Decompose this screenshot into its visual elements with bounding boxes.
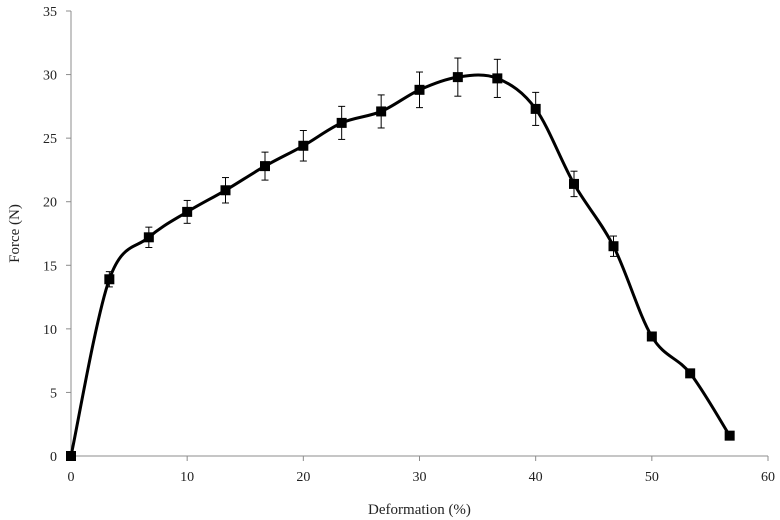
data-point-marker [530, 103, 541, 114]
data-point-marker [143, 232, 154, 243]
data-point-marker [298, 140, 309, 151]
data-point-marker [452, 72, 463, 83]
data-point-marker [414, 84, 425, 95]
y-tick-label: 25 [43, 132, 57, 147]
x-tick-label: 20 [296, 470, 310, 485]
y-tick-label: 35 [43, 5, 57, 20]
error-bars [105, 57, 656, 341]
data-point-marker [259, 161, 270, 172]
y-tick-label: 15 [43, 259, 57, 274]
x-tick-label: 30 [413, 470, 427, 485]
x-tick-label: 50 [645, 470, 659, 485]
data-point-marker [182, 206, 193, 217]
data-point-marker [608, 241, 619, 252]
data-point-marker [724, 430, 735, 441]
data-point-marker [376, 106, 387, 117]
series-line-path [69, 73, 731, 457]
y-tick-label: 20 [43, 196, 57, 211]
data-point-marker [66, 451, 76, 461]
data-point-marker [336, 117, 347, 128]
x-tick-label: 60 [761, 470, 775, 485]
data-point-marker [685, 368, 696, 379]
x-axis-title: Deformation (%) [368, 502, 471, 518]
x-tick-label: 10 [180, 470, 194, 485]
y-tick-label: 0 [50, 450, 57, 465]
x-tick-label: 0 [68, 470, 75, 485]
y-tick-label: 30 [43, 69, 57, 84]
data-point-marker [492, 73, 503, 84]
x-tick-label: 40 [529, 470, 543, 485]
y-axis-title: Force (N) [7, 204, 23, 263]
data-point-marker [569, 178, 580, 189]
data-point-marker [646, 331, 657, 342]
data-point-marker [220, 185, 231, 196]
tick-marks [66, 10, 769, 461]
y-tick-label: 5 [50, 386, 57, 401]
series-line [69, 73, 731, 457]
y-tick-label: 10 [43, 323, 57, 338]
data-markers [66, 72, 735, 461]
tick-labels: 0 5 10 15 20 25 30 35 0 10 20 30 40 50 60 [43, 5, 775, 485]
data-point-marker [104, 274, 115, 285]
